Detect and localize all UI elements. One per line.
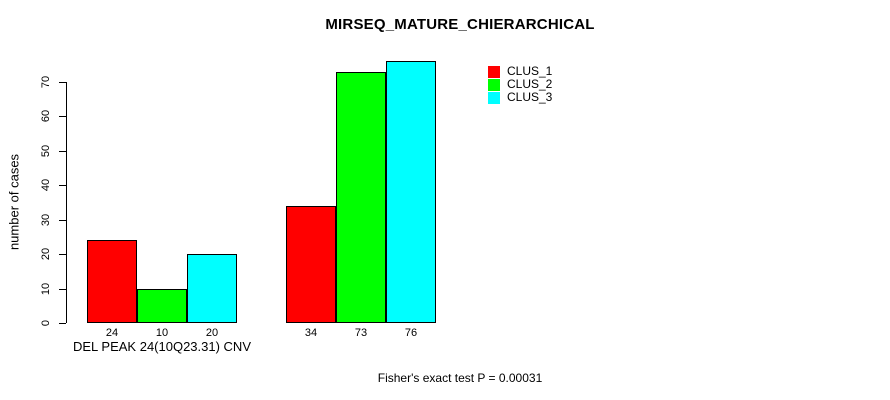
y-axis-tick	[59, 82, 66, 83]
bar-clus-3	[386, 61, 436, 323]
legend: CLUS_1 CLUS_2 CLUS_3	[488, 65, 552, 104]
bar-value-label: 20	[205, 327, 219, 339]
bar-clus-3	[187, 254, 237, 323]
y-axis-tick-label: 20	[40, 247, 52, 261]
legend-swatch-clus-1	[488, 65, 500, 78]
y-axis-tick	[59, 323, 66, 324]
y-axis-tick-label: 0	[40, 319, 52, 327]
y-axis-tick-label: 50	[40, 144, 52, 158]
y-axis-tick	[59, 254, 66, 255]
bar-clus-1	[87, 240, 137, 323]
legend-label: CLUS_3	[507, 90, 553, 104]
y-axis-tick	[59, 185, 66, 186]
footnote: Fisher's exact test P = 0.00031	[377, 371, 543, 385]
legend-swatch-clus-3	[488, 91, 500, 104]
legend-label: CLUS_1	[507, 64, 553, 78]
y-axis-tick-label: 70	[40, 75, 52, 89]
y-axis-tick-label: 10	[40, 282, 52, 296]
bar-clus-2	[137, 288, 187, 323]
y-axis-label: number of cases	[6, 153, 22, 251]
y-axis-tick	[59, 289, 66, 290]
legend-item: CLUS_3	[488, 91, 552, 104]
bar-value-label: 34	[304, 327, 318, 339]
legend-label: CLUS_2	[507, 77, 553, 91]
y-axis-tick-label: 30	[40, 213, 52, 227]
chart-title: MIRSEQ_MATURE_CHIERARCHICAL	[325, 16, 595, 33]
y-axis-tick	[59, 151, 66, 152]
y-axis-tick-label: 40	[40, 178, 52, 192]
legend-item: CLUS_1	[488, 65, 552, 78]
y-axis-tick	[59, 220, 66, 221]
bar-value-label: 73	[354, 327, 368, 339]
x-axis-category-label: DEL PEAK 24(10Q23.31) CNV	[73, 339, 251, 354]
bar-value-label: 76	[404, 327, 418, 339]
bar-clus-1	[286, 205, 336, 323]
bar-clus-2	[336, 71, 386, 323]
bar-value-label: 10	[155, 327, 169, 339]
legend-swatch-clus-2	[488, 78, 500, 91]
y-axis-tick	[59, 116, 66, 117]
y-axis-line	[66, 82, 67, 323]
bar-value-label: 24	[105, 327, 119, 339]
y-axis-tick-label: 60	[40, 109, 52, 123]
legend-item: CLUS_2	[488, 78, 552, 91]
